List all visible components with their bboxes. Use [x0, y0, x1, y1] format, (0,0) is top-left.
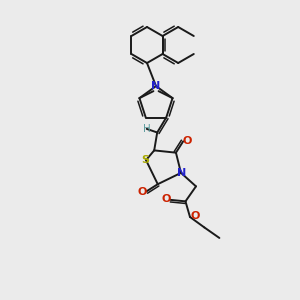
Text: N: N [177, 168, 186, 178]
Text: N: N [152, 80, 160, 91]
Text: O: O [183, 136, 192, 146]
Text: S: S [141, 155, 149, 165]
Text: H: H [143, 124, 151, 134]
Text: O: O [190, 212, 200, 221]
Text: O: O [161, 194, 171, 204]
Text: O: O [137, 187, 147, 197]
